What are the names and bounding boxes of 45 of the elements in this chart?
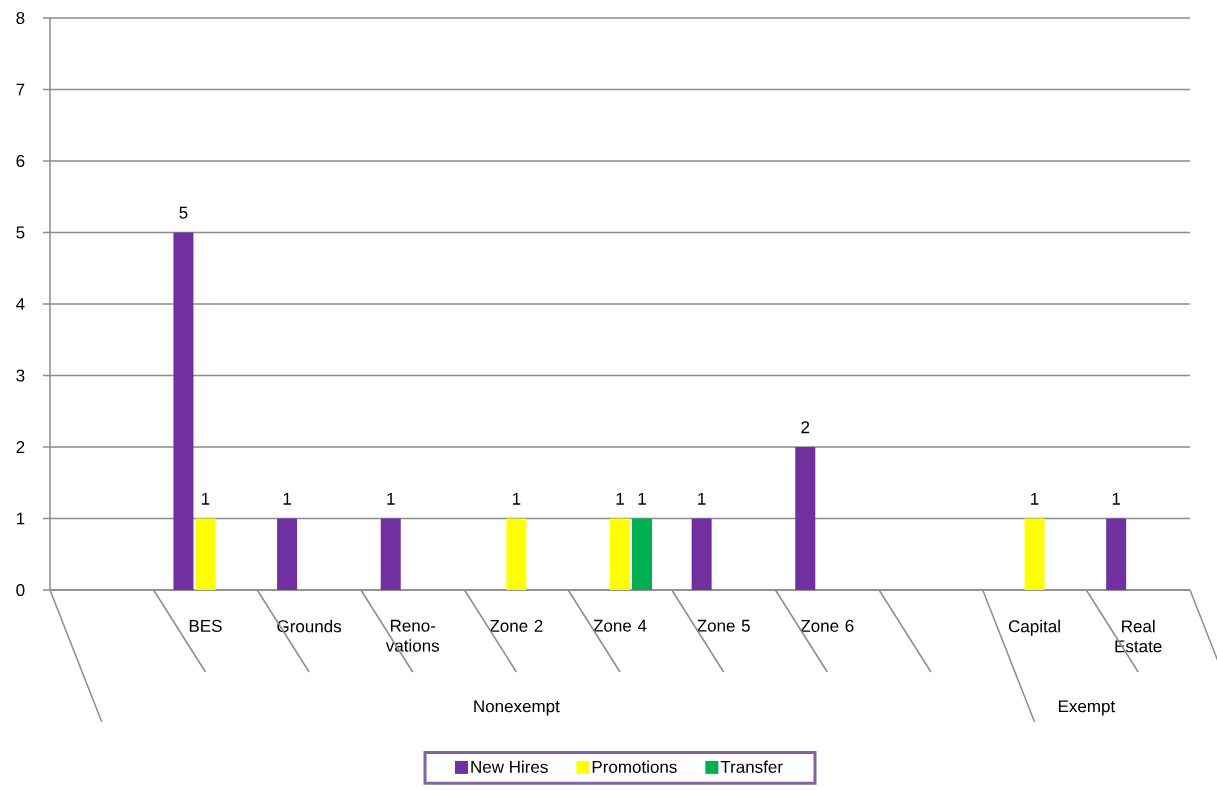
y-tick-label: 0 xyxy=(16,583,25,597)
y-tick-label: 8 xyxy=(16,11,25,25)
bar xyxy=(1106,518,1127,590)
bar xyxy=(632,518,652,590)
x-tick-label: BES xyxy=(189,619,222,632)
text: Nonexempt xyxy=(474,700,560,716)
data-label: 1 xyxy=(1112,492,1121,505)
x-tick-label: Zone 5 xyxy=(697,619,750,632)
bar xyxy=(610,518,630,590)
legend-label: New Hires xyxy=(471,760,548,773)
y-tick-label: 7 xyxy=(16,83,25,96)
data-label: 5 xyxy=(179,206,188,219)
y-tick-label: 4 xyxy=(16,298,25,310)
legend-label: Transfer xyxy=(720,760,783,773)
bar xyxy=(380,518,401,590)
x-tick-label: Zone 4 xyxy=(593,619,647,632)
data-label: 1 xyxy=(387,492,395,505)
x-tick-label: Grounds xyxy=(277,619,342,633)
data-label: 1 xyxy=(1031,492,1039,505)
data-label: 1 xyxy=(638,492,646,505)
y-tick-label: 6 xyxy=(16,154,25,168)
bar xyxy=(277,518,298,590)
legend-label: Promotions xyxy=(592,760,677,773)
y-tick-label: 2 xyxy=(16,441,25,453)
data-label: 1 xyxy=(283,492,291,505)
data-label: 1 xyxy=(698,492,706,505)
x-tick-label: Capital xyxy=(1008,619,1060,636)
bar xyxy=(506,518,527,590)
data-label: 1 xyxy=(616,492,624,505)
y-tick-label: 5 xyxy=(16,226,25,239)
bar xyxy=(691,518,712,590)
data-label: 1 xyxy=(512,492,521,505)
text: Exempt xyxy=(1058,700,1116,716)
y-tick-label: 3 xyxy=(16,369,25,382)
bar xyxy=(173,232,194,590)
bar xyxy=(195,518,216,590)
y-tick-label: 1 xyxy=(16,512,25,525)
bar xyxy=(1024,518,1045,590)
data-label: 1 xyxy=(202,492,210,505)
x-tick-label: Real Estate xyxy=(1115,619,1162,653)
x-tick-label: Zone 6 xyxy=(800,619,854,632)
x-tick-label: Reno-vations xyxy=(385,619,440,652)
bar xyxy=(795,447,816,590)
data-label: 2 xyxy=(801,421,810,434)
x-tick-label: Zone 2 xyxy=(489,619,543,632)
